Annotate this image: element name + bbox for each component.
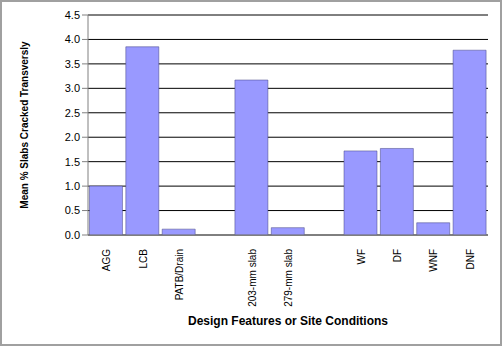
svg-text:AGG: AGG: [101, 249, 112, 271]
svg-text:Design Features or Site Condit: Design Features or Site Conditions: [188, 314, 388, 328]
svg-text:4.0: 4.0: [65, 33, 80, 45]
svg-text:279-mm slab: 279-mm slab: [283, 249, 294, 307]
svg-text:WNF: WNF: [428, 249, 439, 272]
svg-text:WF: WF: [356, 249, 367, 265]
svg-text:3.5: 3.5: [65, 58, 80, 70]
svg-text:3.0: 3.0: [65, 82, 80, 94]
svg-text:2.5: 2.5: [65, 107, 80, 119]
svg-text:203-mm slab: 203-mm slab: [247, 249, 258, 307]
svg-text:2.0: 2.0: [65, 131, 80, 143]
svg-text:DF: DF: [392, 249, 403, 262]
svg-text:LCB: LCB: [138, 249, 149, 269]
svg-text:PATB/Drain: PATB/Drain: [174, 249, 185, 300]
svg-text:1.5: 1.5: [65, 156, 80, 168]
svg-text:0.0: 0.0: [65, 229, 80, 241]
svg-text:DNF: DNF: [465, 249, 476, 270]
svg-text:Mean % Slabs Cracked Transvers: Mean % Slabs Cracked Transversly: [19, 41, 30, 209]
svg-text:4.5: 4.5: [65, 9, 80, 21]
svg-text:1.0: 1.0: [65, 180, 80, 192]
svg-text:0.5: 0.5: [65, 204, 80, 216]
